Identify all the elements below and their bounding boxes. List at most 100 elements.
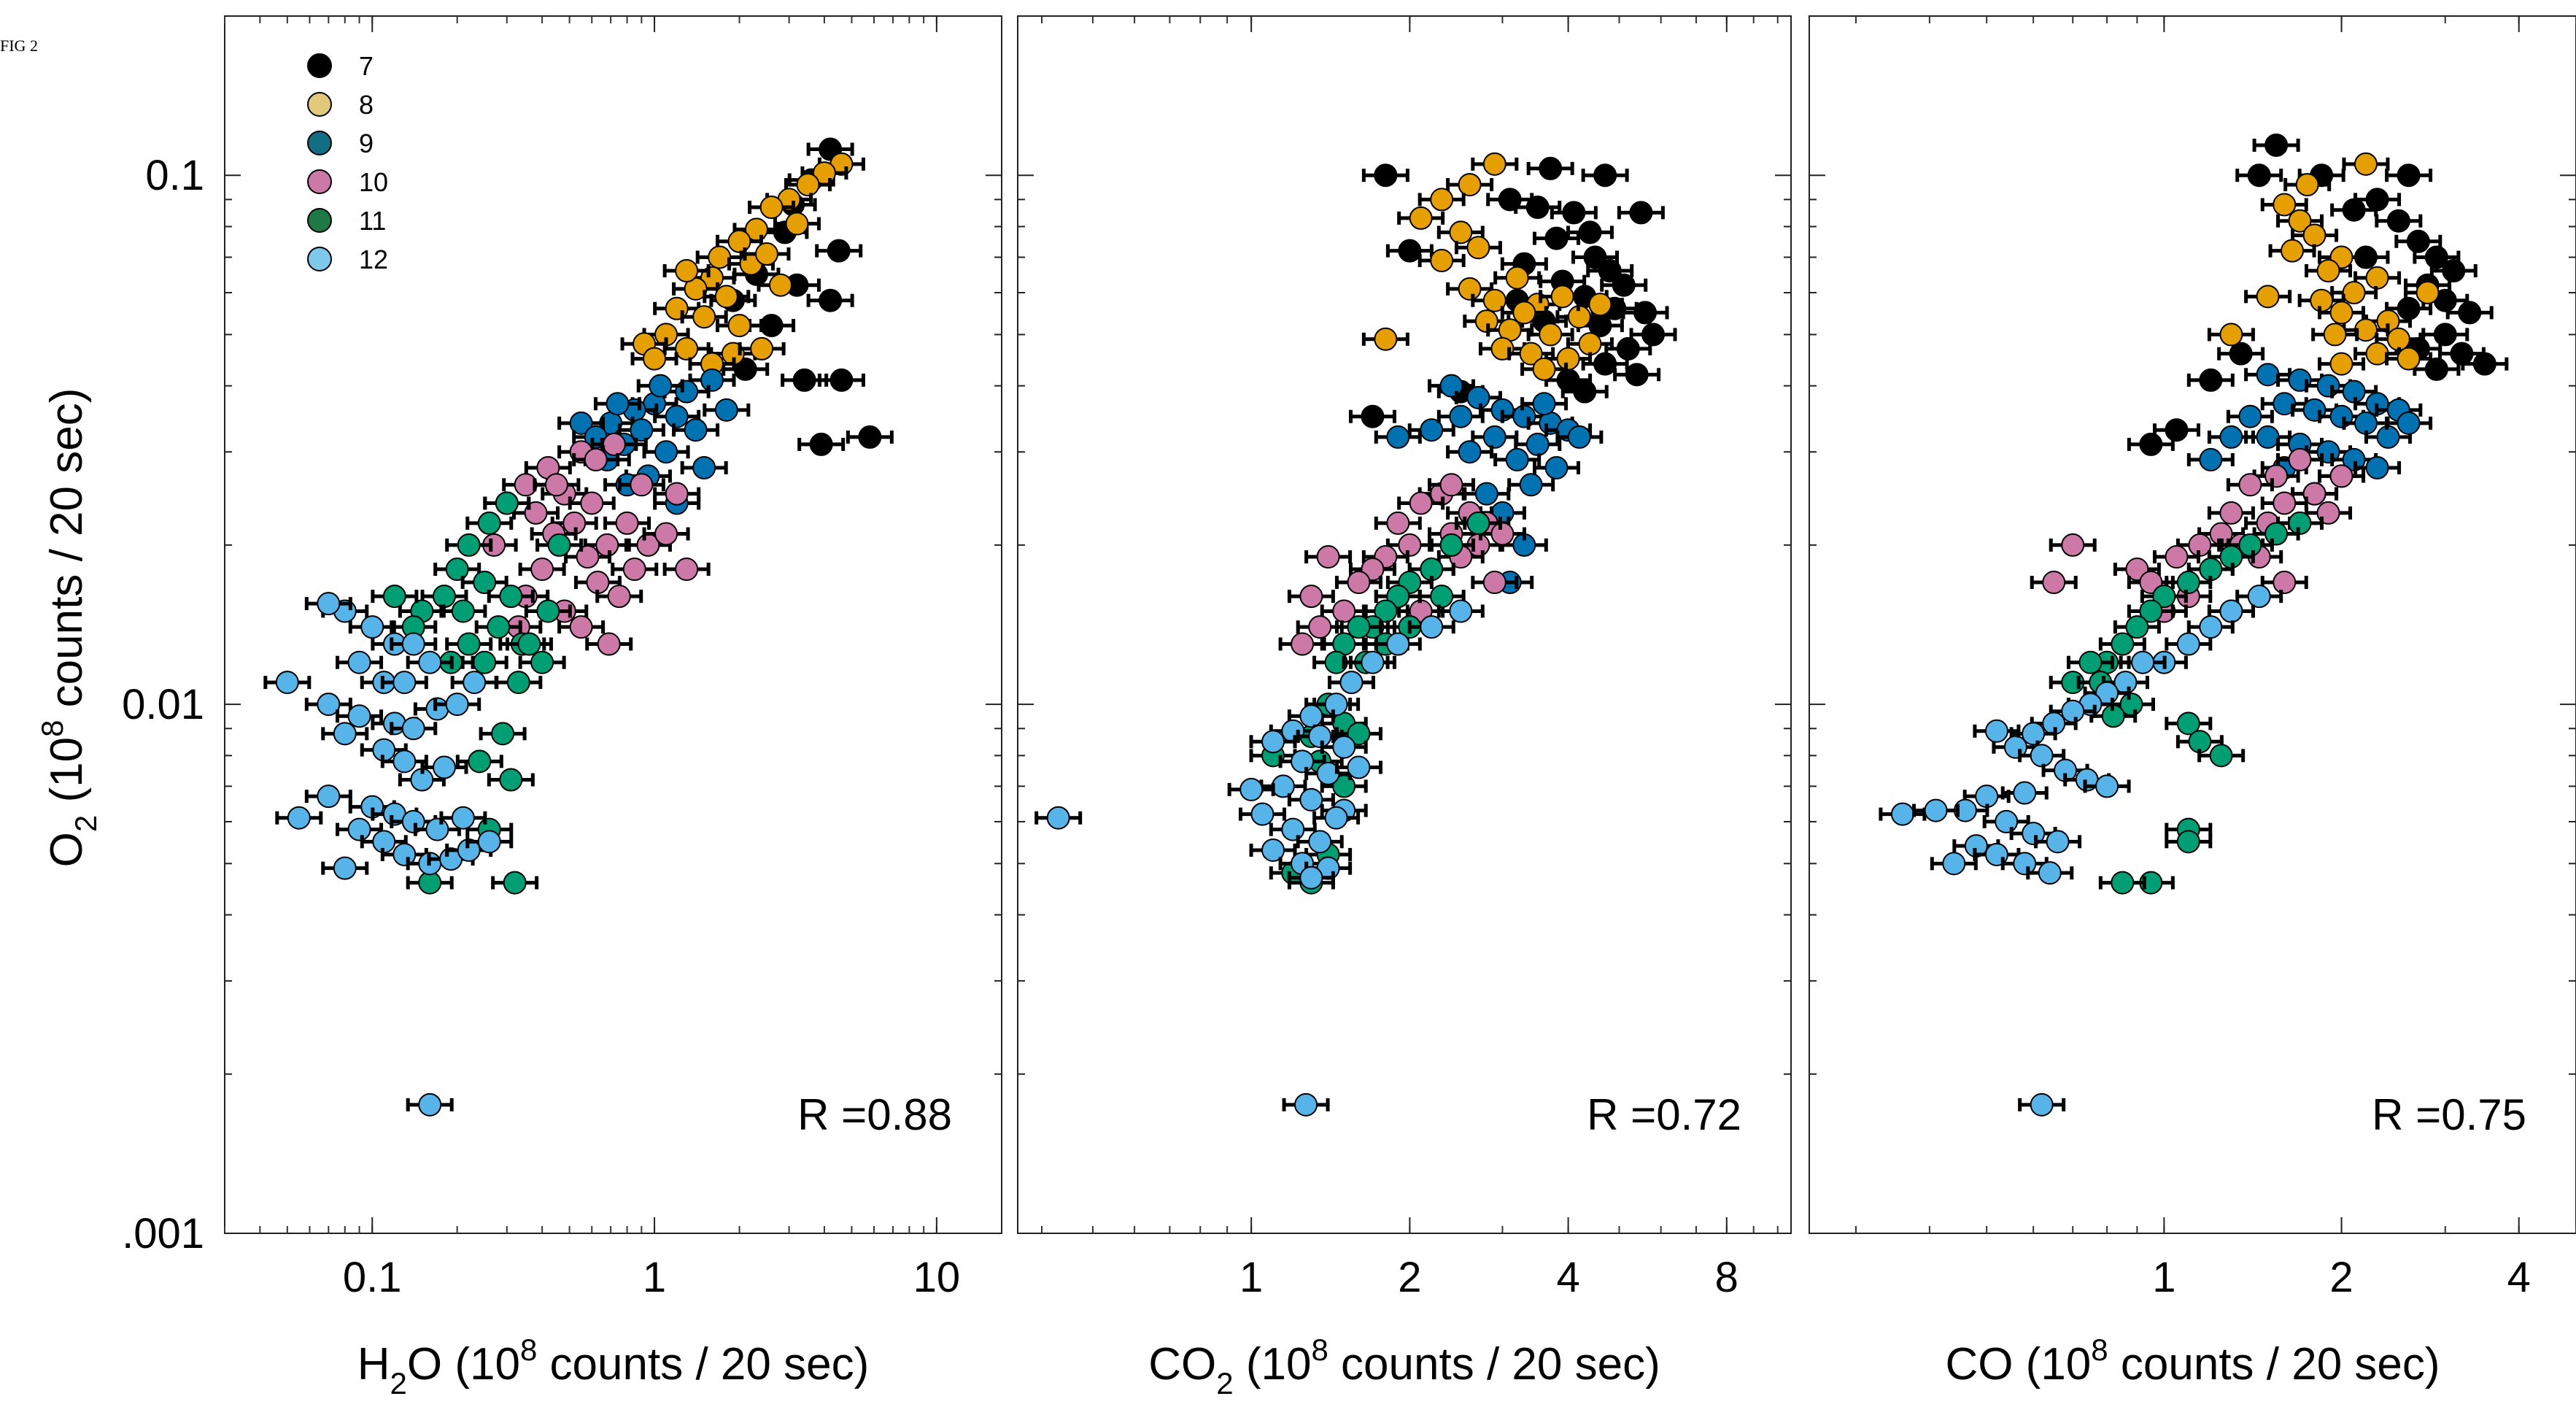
point-marker [684,418,708,442]
figure-label: FIG 2 [0,36,38,55]
point-marker [1942,852,1966,876]
data-point [1287,787,1335,812]
data-point [505,632,553,656]
point-marker [692,305,716,329]
data-point [2413,245,2461,269]
data-point [433,558,481,582]
data-point [1454,385,1502,409]
point-marker [2302,482,2326,506]
data-point [487,585,535,609]
data-point [662,558,711,582]
point-marker [2061,699,2085,723]
data-point [1361,327,1409,351]
data-point [348,615,396,639]
point-marker [2329,464,2353,488]
point-marker [2078,650,2103,674]
point-marker [491,722,515,746]
point-marker [317,785,341,809]
data-point [1550,201,1598,225]
point-marker [2095,774,2119,798]
point-marker [829,368,854,392]
correlation-label: R =0.88 [797,1090,952,1139]
point-marker [1398,533,1422,557]
point-marker [2273,392,2297,416]
x-axis-label: H2O (108 counts / 20 sec) [357,1333,869,1400]
data-point [2318,301,2366,325]
data-point [1374,511,1422,535]
point-marker [1567,425,1591,449]
data-point [2404,281,2452,305]
data-point [2342,318,2390,342]
series-12 [1879,585,2283,1117]
point-marker [2022,722,2046,746]
data-point [450,671,498,695]
point-marker [2139,599,2163,623]
data-point [1930,852,1978,876]
panel-co2: 1 2 4 8 CO2 (108 counts / 20 sec) R =0.72 [1017,15,1792,1400]
point-marker [759,196,784,220]
point-marker [2165,418,2189,442]
x-tick-label: 4 [2507,1254,2531,1301]
data-point [1621,301,1669,325]
data-point [2342,411,2390,435]
x-tick-label: 2 [1398,1254,1421,1301]
x-tick-label: 1 [643,1254,666,1301]
data-point [2186,558,2235,582]
point-marker [2295,173,2319,197]
data-point [2152,545,2200,569]
point-marker [2199,368,2223,392]
point-marker [2219,599,2243,623]
point-marker [317,592,341,616]
point-marker [569,615,593,639]
point-marker [1482,571,1506,595]
data-point [2098,632,2146,656]
data-point [585,632,633,656]
series-7 [2127,133,2509,456]
x-axis-label: CO (108 counts / 20 sec) [1945,1333,2440,1389]
data-point [304,693,352,717]
data-point [2244,363,2292,387]
point-marker [796,173,820,197]
point-marker [360,615,384,639]
panel-h2o: 0.1 1 10 .001 0.01 0.1 H2O (108 counts / 20 se… [122,15,1002,1400]
point-marker [714,285,738,309]
data-point [2140,585,2188,609]
legend-item-8: 8 [307,90,374,120]
point-marker [2229,342,2253,366]
series-8 [620,152,865,376]
data-point [1436,599,1485,623]
point-marker [1550,285,1574,309]
data-point [406,650,454,674]
point-marker [1420,615,1444,639]
data-point [2217,342,2265,366]
point-marker [2329,352,2353,376]
y-axis-label-text: O2 (108 counts / 20 sec) [35,388,103,868]
data-point [390,717,438,741]
point-marker [1308,615,1332,639]
data-point [1912,798,1960,822]
point-marker [2176,830,2200,854]
point-marker [2219,425,2243,449]
data-point [2018,1092,2066,1117]
point-marker [1482,152,1506,176]
point-marker [2353,152,2378,176]
data-point [275,806,323,830]
legend-marker [307,131,332,155]
point-marker [2125,615,2149,639]
point-marker [597,632,621,656]
data-point [1296,615,1344,639]
point-marker [2264,522,2289,546]
point-marker [1458,440,1482,464]
data-point [2235,163,2283,188]
point-marker [1544,226,1569,250]
data-point [642,440,690,464]
point-marker [1430,585,1454,609]
point-marker [2209,744,2233,768]
point-marker [1578,220,1602,244]
data-point [743,242,791,266]
data-point [406,1092,454,1117]
data-point [2260,193,2308,217]
data-point [2119,650,2167,674]
data-point [445,533,493,557]
data-point [2207,599,2255,623]
